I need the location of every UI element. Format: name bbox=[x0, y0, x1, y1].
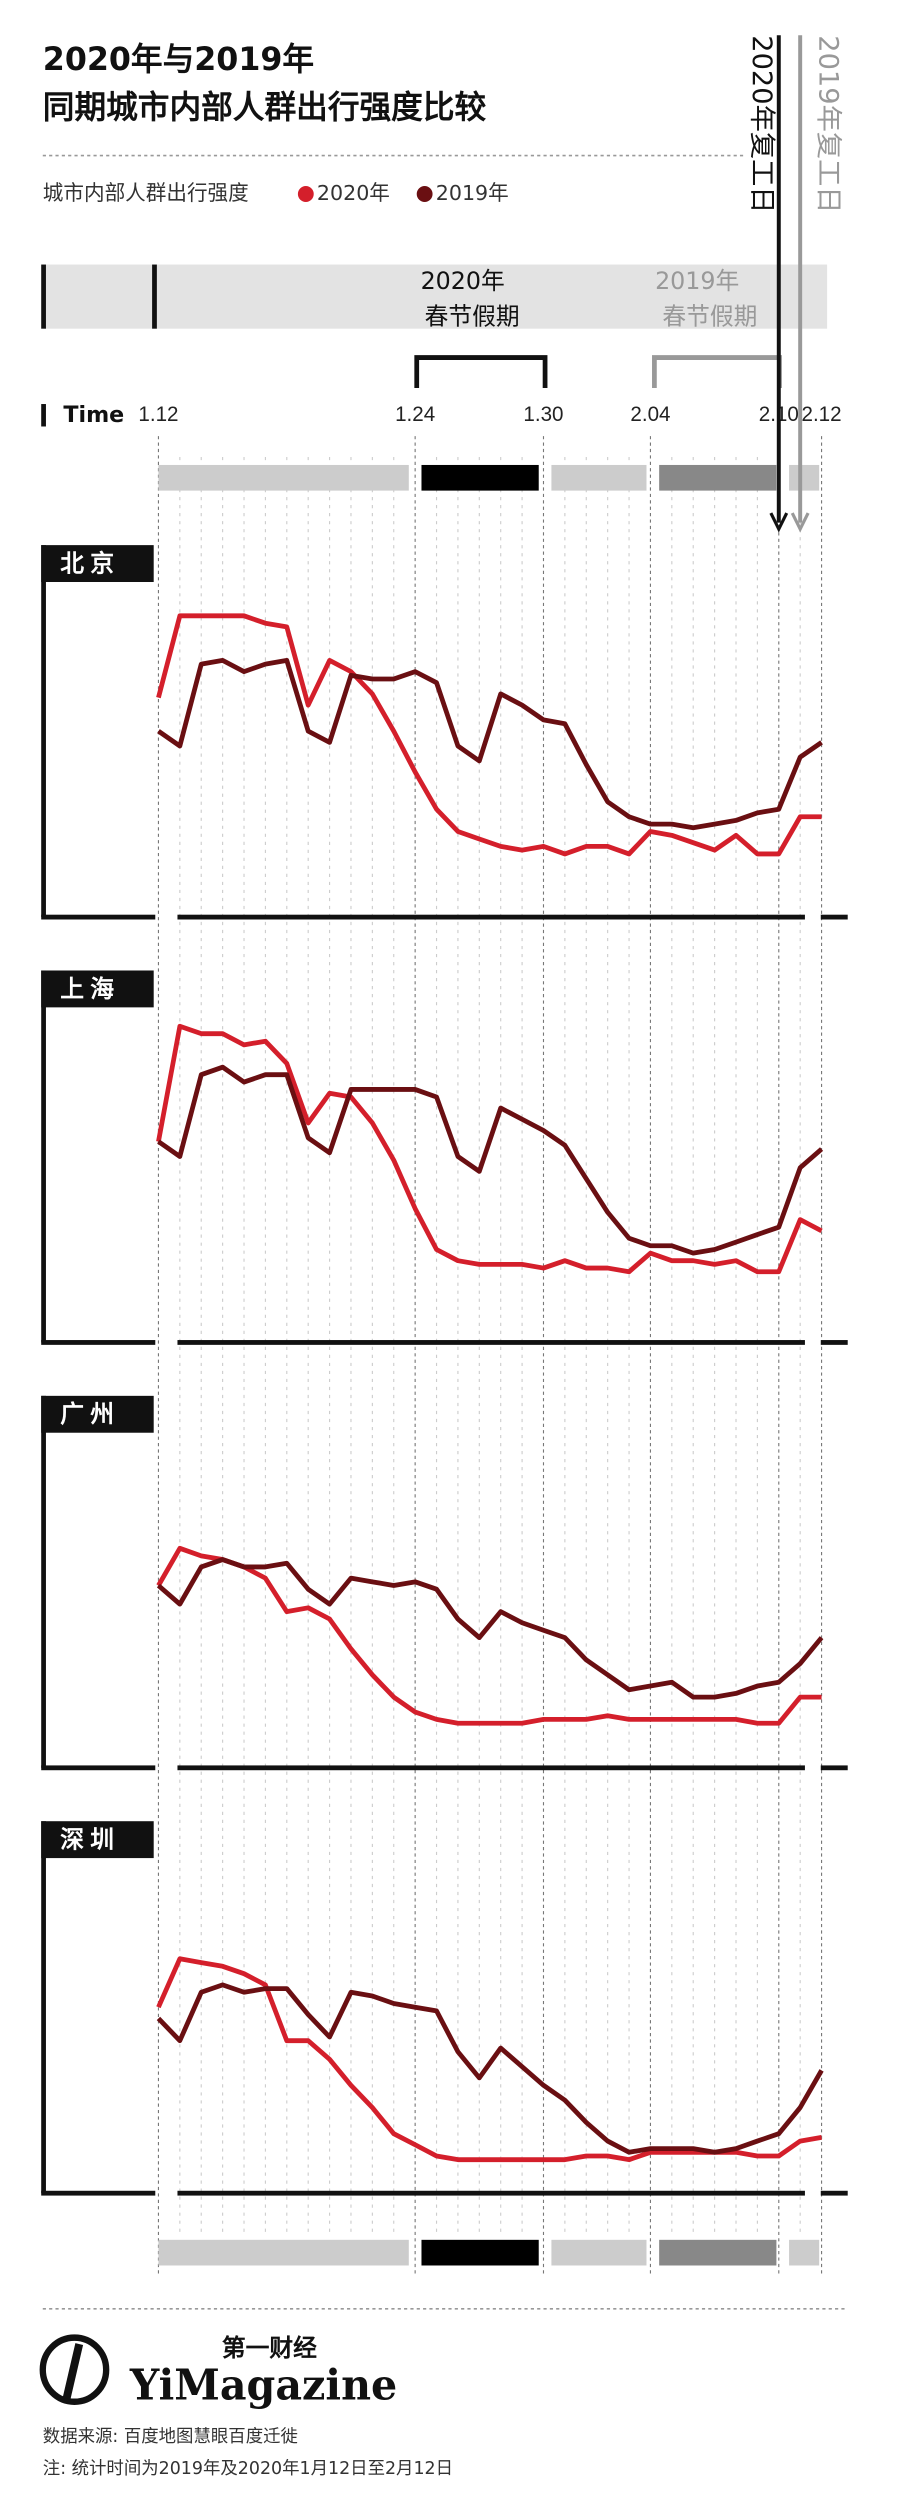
source: 数据来源: 百度地图慧眼百度迁徙 bbox=[43, 2427, 298, 2447]
marker-label: 2020年复工日 bbox=[746, 35, 777, 213]
panel-title: 广州 bbox=[60, 1400, 120, 1428]
holiday-strip bbox=[421, 2239, 539, 2266]
holiday-label: 春节假期 bbox=[662, 302, 757, 330]
series-line bbox=[157, 1064, 824, 1256]
x-tick-label: 2.04 bbox=[630, 403, 670, 426]
panel-edge bbox=[41, 970, 46, 1343]
baseline bbox=[177, 1765, 805, 1771]
title-line: 2020年与2019年 bbox=[43, 40, 314, 78]
holiday-strip bbox=[551, 464, 647, 491]
brand: YiMagazine bbox=[129, 2360, 397, 2409]
panel: 上海 bbox=[41, 970, 848, 1345]
baseline bbox=[177, 2190, 805, 2196]
legend-entry: 2019年 bbox=[436, 181, 509, 205]
panel-edge bbox=[41, 1821, 46, 2194]
baseline bbox=[177, 914, 805, 920]
logo-mark bbox=[62, 2343, 84, 2400]
holiday-strip bbox=[659, 2239, 777, 2266]
baseline bbox=[41, 2190, 156, 2196]
holiday-label: 2020年 bbox=[421, 267, 505, 295]
time-marker bbox=[41, 404, 46, 427]
city-box bbox=[41, 545, 154, 583]
baseline bbox=[820, 1765, 848, 1771]
legend-entry: 2020年 bbox=[317, 181, 390, 205]
series-line bbox=[156, 1557, 824, 1700]
city-box bbox=[41, 970, 154, 1008]
city-box bbox=[41, 1395, 154, 1433]
marker-arrow bbox=[790, 512, 810, 533]
panel: 深圳 bbox=[41, 1821, 848, 2196]
logo-ring bbox=[39, 2334, 110, 2405]
brand-cn: 第一财经 bbox=[222, 2334, 317, 2362]
x-tick-label: 1.24 bbox=[395, 403, 435, 426]
baseline bbox=[41, 914, 156, 920]
holiday-strip bbox=[158, 464, 409, 491]
holiday-strip bbox=[551, 2239, 647, 2266]
holiday-strip bbox=[158, 2239, 409, 2266]
title-line: 同期城市内部人群出行强度比较 bbox=[43, 88, 487, 126]
panel-edge bbox=[41, 1395, 46, 1768]
legend-swatch bbox=[297, 185, 314, 203]
baseline bbox=[820, 2190, 848, 2196]
series-line bbox=[156, 613, 822, 857]
baseline bbox=[41, 1340, 156, 1345]
panel: 广州 bbox=[41, 1395, 848, 1771]
x-axis-label: Time bbox=[63, 402, 124, 428]
baseline bbox=[820, 914, 848, 920]
band-edge bbox=[41, 264, 46, 329]
series-line bbox=[156, 1545, 822, 1726]
panel-title: 北京 bbox=[60, 549, 120, 577]
marker-arrow bbox=[769, 512, 789, 533]
series-line bbox=[156, 1023, 823, 1275]
baseline bbox=[41, 1765, 156, 1771]
holiday-strip bbox=[789, 464, 820, 491]
baseline bbox=[820, 1340, 848, 1345]
holiday-strip bbox=[421, 464, 539, 491]
panel-edge bbox=[41, 545, 46, 918]
holiday-strip bbox=[789, 2239, 820, 2266]
panel: 北京 bbox=[41, 545, 848, 920]
panel-title: 深圳 bbox=[60, 1825, 120, 1853]
x-tick-label: 2.12 bbox=[802, 403, 842, 426]
series-line bbox=[157, 658, 823, 831]
holiday-label: 春节假期 bbox=[425, 302, 520, 330]
panel-title: 上海 bbox=[60, 975, 120, 1003]
note: 注: 统计时间为2019年及2020年1月12日至2月12日 bbox=[43, 2459, 453, 2479]
marker-label: 2019年复工日 bbox=[813, 35, 844, 213]
band-edge bbox=[152, 264, 157, 329]
grid bbox=[157, 436, 823, 2274]
legend-label: 城市内部人群出行强度 bbox=[43, 181, 249, 205]
holiday-strip bbox=[659, 464, 777, 491]
series-line bbox=[156, 1982, 824, 2155]
timeline-band bbox=[42, 264, 828, 329]
x-tick-label: 1.12 bbox=[138, 403, 178, 426]
legend-swatch bbox=[416, 185, 433, 203]
city-box bbox=[41, 1821, 154, 1859]
holiday-bracket bbox=[652, 355, 782, 389]
baseline bbox=[177, 1340, 805, 1345]
holiday-label: 2019年 bbox=[655, 267, 739, 295]
x-tick-label: 1.30 bbox=[523, 403, 563, 426]
holiday-bracket bbox=[414, 355, 548, 389]
